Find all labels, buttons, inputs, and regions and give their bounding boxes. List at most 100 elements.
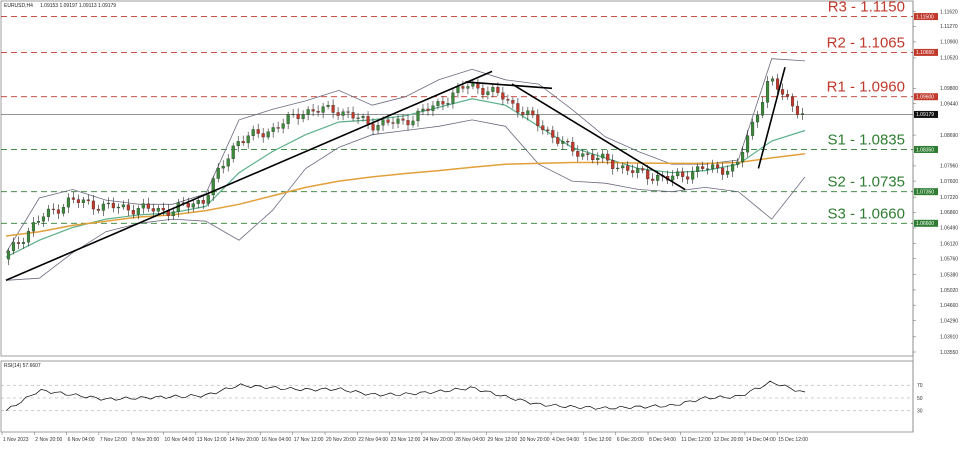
time-tick-label: 14 Nov 20:00	[229, 437, 259, 443]
price-tick-label: 1.07960	[940, 164, 958, 170]
candle-body	[196, 200, 200, 204]
candle-body	[601, 153, 605, 159]
time-tick-label: 12 Dec 20:00	[714, 437, 744, 443]
candle-body	[411, 120, 415, 126]
candle-body	[481, 87, 485, 95]
time-tick-label: 28 Nov 04:00	[455, 437, 485, 443]
candle-body	[800, 113, 805, 115]
level-tag-s2	[914, 188, 938, 196]
ohlc-header: 1.09153 1.09197 1.09113 1.09179	[40, 3, 116, 9]
price-tick-label: 1.06490	[940, 226, 958, 232]
candle-body	[321, 106, 325, 113]
candle-body	[731, 164, 735, 172]
price-tick-label: 1.04660	[940, 303, 958, 309]
candle-body	[66, 197, 70, 208]
candle-body	[206, 194, 210, 204]
time-tick-label: 6 Nov 04:00	[68, 437, 95, 443]
trendline-3	[511, 83, 686, 191]
level-label-r1: R1 - 1.0960	[827, 79, 905, 96]
candle-body	[511, 100, 515, 104]
candle-body	[416, 110, 420, 122]
candle-body	[86, 199, 90, 202]
candle-body	[36, 221, 41, 223]
candle-body	[291, 113, 295, 116]
candle-body	[71, 197, 75, 200]
candle-body	[626, 165, 630, 171]
level-tag-s3	[914, 219, 938, 227]
candle-body	[611, 160, 615, 169]
candle-body	[211, 178, 215, 196]
time-tick-label: 22 Nov 04:00	[358, 437, 388, 443]
candle-body	[541, 125, 545, 131]
candle-body	[671, 175, 675, 181]
rsi-level-label-30: 30	[917, 409, 923, 415]
main-panel-frame	[0, 0, 914, 433]
candle-body	[281, 123, 285, 129]
candle-body	[741, 151, 745, 163]
trendline-2	[465, 81, 553, 90]
candle-body	[686, 176, 690, 180]
candle-body	[356, 117, 360, 119]
candle-body	[646, 169, 650, 180]
candle-body	[691, 171, 695, 180]
time-tick-label: 16 Nov 04:00	[261, 437, 291, 443]
candle-body	[431, 105, 435, 111]
price-tick-label: 1.08690	[940, 133, 958, 139]
candle-body	[41, 216, 46, 222]
candle-body	[126, 204, 130, 211]
candle-body	[486, 91, 490, 95]
candle-body	[121, 204, 125, 208]
candle-body	[501, 92, 505, 100]
candle-body	[676, 171, 680, 177]
level-tag-text-s3: 1.06600	[916, 221, 934, 227]
rsi-label: RSI(14) 57.6607	[4, 363, 41, 369]
candle-body	[301, 114, 305, 119]
candle-body	[421, 108, 425, 112]
candle-body	[426, 108, 430, 111]
candle-body	[261, 133, 265, 138]
time-tick-label: 23 Nov 12:00	[391, 437, 421, 443]
level-tag-r1	[914, 93, 938, 101]
candle-body	[276, 127, 280, 129]
candle-body	[466, 86, 470, 89]
level-tag-text-r3: 1.11500	[916, 14, 934, 20]
price-tick-label: 1.11270	[940, 24, 958, 30]
candle-body	[251, 129, 255, 136]
candle-body	[476, 83, 480, 89]
level-label-r3: R3 - 1.1150	[828, 0, 905, 16]
candle-body	[451, 92, 455, 104]
candle-body	[81, 199, 85, 203]
candle-body	[341, 111, 345, 116]
candle-body	[616, 167, 620, 169]
level-tag-text-r2: 1.10650	[916, 50, 934, 56]
candle-body	[51, 208, 55, 210]
level-tag-text-r1: 1.09600	[916, 95, 934, 101]
candle-body	[221, 165, 225, 169]
price-tick-label: 1.07600	[940, 179, 958, 185]
candle-body	[61, 206, 65, 214]
candle-body	[151, 208, 155, 212]
level-label-s3: S3 - 1.0660	[827, 205, 905, 222]
moving-averages	[5, 98, 806, 258]
time-tick-label: 14 Dec 04:00	[746, 437, 776, 443]
candle-body	[566, 141, 570, 143]
candle-body	[461, 86, 465, 89]
candle-body	[721, 167, 725, 175]
price-tick-label: 1.09800	[940, 86, 958, 92]
price-tick-label: 1.05020	[940, 288, 958, 294]
candle-body	[471, 83, 475, 87]
candle-body	[376, 125, 380, 131]
trendlines	[5, 66, 786, 282]
time-tick-label: 2 Nov 20:00	[35, 437, 62, 443]
candle-body	[436, 101, 440, 106]
candle-body	[171, 211, 175, 217]
level-tag-s1	[914, 145, 938, 153]
candle-body	[246, 135, 250, 144]
candle-body	[161, 207, 165, 211]
candle-body	[711, 164, 715, 169]
candle-body	[576, 151, 580, 157]
price-tick-label: 1.09440	[940, 101, 958, 107]
candle-body	[751, 121, 755, 136]
bollinger-bands	[5, 58, 806, 281]
